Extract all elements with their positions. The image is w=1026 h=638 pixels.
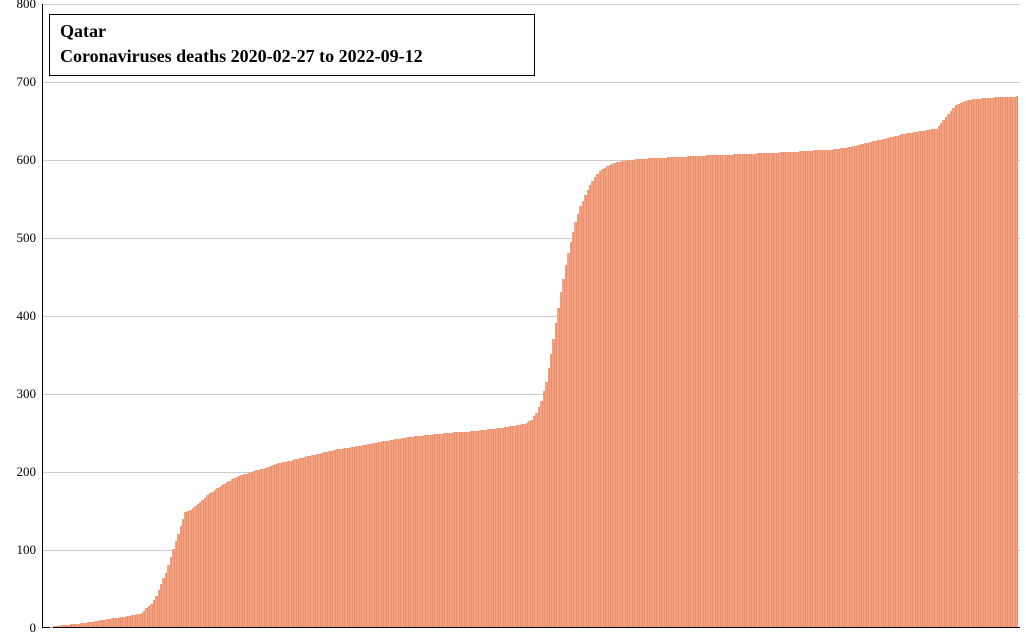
bar bbox=[1016, 96, 1018, 627]
y-tick-label: 800 bbox=[2, 0, 36, 12]
y-tick-label: 500 bbox=[2, 230, 36, 246]
bar-series bbox=[43, 4, 1020, 627]
y-tick-label: 700 bbox=[2, 74, 36, 90]
chart-title-range: Coronaviruses deaths 2020-02-27 to 2022-… bbox=[60, 46, 524, 67]
y-tick-label: 400 bbox=[2, 308, 36, 324]
y-tick-label: 0 bbox=[2, 620, 36, 636]
y-tick-label: 100 bbox=[2, 542, 36, 558]
plot-area: Qatar Coronaviruses deaths 2020-02-27 to… bbox=[42, 4, 1020, 628]
y-tick-label: 200 bbox=[2, 464, 36, 480]
chart-title-country: Qatar bbox=[60, 21, 524, 42]
y-tick-label: 300 bbox=[2, 386, 36, 402]
deaths-chart: Qatar Coronaviruses deaths 2020-02-27 to… bbox=[0, 0, 1026, 638]
y-tick-label: 600 bbox=[2, 152, 36, 168]
chart-title-box: Qatar Coronaviruses deaths 2020-02-27 to… bbox=[49, 14, 535, 76]
